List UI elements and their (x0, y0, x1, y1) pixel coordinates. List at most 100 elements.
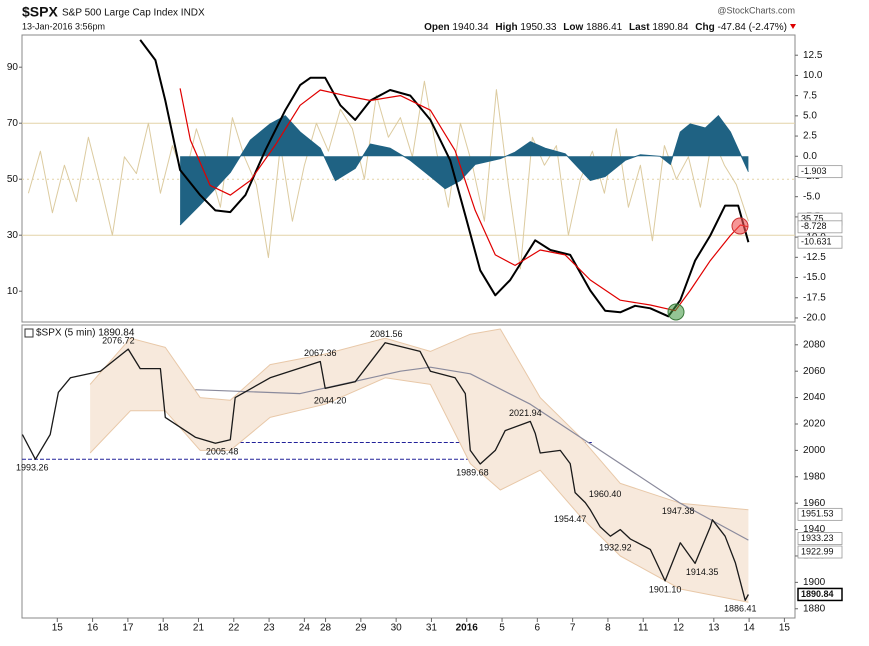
price-annotation: 1886.41 (724, 604, 757, 614)
chg: -47.84 (-2.47%) (718, 22, 787, 33)
last-value-box (797, 545, 843, 559)
price-annotation: 1901.10 (649, 584, 682, 594)
y2-tick-label: -5.0 (803, 191, 821, 202)
index-name: S&P 500 Large Cap Index INDX (62, 8, 205, 19)
low: 1886.41 (586, 22, 623, 33)
x-tick-label: 11 (638, 623, 649, 634)
last-value-box (797, 235, 843, 249)
series-line (139, 39, 750, 318)
x-tick-label: 6 (535, 623, 541, 634)
buy-signal (667, 303, 685, 321)
last-value-label: 35.75 (801, 213, 824, 223)
price-annotation: 1954.47 (554, 514, 587, 524)
down-arrow (790, 24, 796, 29)
last-label: Last (629, 22, 650, 33)
date: 13-Jan-2016 3:56pm (22, 21, 105, 31)
y2-tick-label: -15.0 (803, 272, 826, 283)
low-label: Low (563, 22, 583, 33)
price-annotation: 2076.72 (102, 336, 135, 346)
y2-tick-label: 10.0 (803, 70, 823, 81)
last-value-label: -8.728 (801, 221, 827, 231)
x-tick-label: 23 (264, 623, 276, 634)
y2-tick-label: 12.5 (803, 50, 823, 61)
price-title: $SPX (5 min) 1890.84 (36, 328, 135, 339)
source: @StockCharts.com (717, 5, 795, 15)
last-value-label: 1890.84 (801, 589, 834, 599)
y-tick-label: 1880 (803, 603, 826, 614)
high-label: High (495, 22, 517, 33)
y-tick-label: 70 (7, 118, 19, 129)
last-value-label: 1933.23 (801, 533, 834, 543)
y2-tick-label: 0.0 (803, 151, 817, 162)
last-value-label: 1951.53 (801, 509, 834, 519)
y-tick-label: 2000 (803, 445, 826, 456)
x-tick-label: 8 (605, 623, 611, 634)
price-annotation: 2067.36 (304, 348, 337, 358)
y2-tick-label: -17.5 (803, 292, 826, 303)
y-tick-label: 1980 (803, 471, 826, 482)
x-tick-label: 15 (779, 623, 791, 634)
band-line (89, 377, 749, 603)
y-tick-label: 1900 (803, 577, 826, 588)
price-annotation: 2021.94 (509, 408, 542, 418)
series-line (22, 342, 749, 601)
y-tick-label: 90 (7, 62, 19, 73)
y2-tick-label: 7.5 (803, 90, 817, 101)
sell-signal (731, 217, 749, 235)
y2-tick-label: 2.5 (803, 131, 817, 142)
price-annotation: 1989.68 (456, 467, 489, 477)
price-annotation: 2081.56 (370, 329, 403, 339)
y-tick-label: 2020 (803, 419, 826, 430)
top-panel (21, 34, 796, 323)
y-tick-label: 2040 (803, 392, 826, 403)
last-value-label: -1.903 (801, 166, 827, 176)
series-line (27, 80, 749, 270)
x-tick-label: 22 (228, 623, 240, 634)
high: 1950.33 (520, 22, 557, 33)
price-annotation: 2044.20 (314, 395, 347, 405)
x-tick-label: 29 (355, 623, 367, 634)
price-annotation: 2005.48 (206, 447, 239, 457)
band-line (89, 328, 749, 511)
x-tick-label: 2016 (456, 623, 479, 634)
x-tick-label: 16 (87, 623, 99, 634)
panel (22, 39, 795, 318)
y2-tick-label: 5.0 (803, 110, 817, 121)
x-tick-label: 24 (299, 623, 311, 634)
open: 1940.34 (452, 22, 489, 33)
price-annotation: 1947.38 (662, 506, 695, 516)
x-tick-label: 31 (426, 623, 438, 634)
chg-label: Chg (695, 22, 714, 33)
x-tick-label: 21 (193, 623, 205, 634)
ohlc: Open 1940.34 High 1950.33 Low 1886.41 La… (424, 22, 787, 33)
last-value-box (797, 587, 843, 602)
open-label: Open (424, 22, 450, 33)
last-value-label: 1922.99 (801, 546, 834, 556)
last: 1890.84 (652, 22, 689, 33)
price-annotation: 1932.92 (599, 542, 632, 552)
x-tick-label: 17 (122, 623, 134, 634)
last-value-box (797, 532, 843, 545)
x-tick-label: 12 (673, 623, 685, 634)
last-value-box (797, 220, 843, 234)
panel (22, 328, 749, 603)
y-tick-label: 2060 (803, 366, 826, 377)
y-tick-label: 30 (7, 230, 19, 241)
x-tick-label: 5 (499, 623, 505, 634)
y-tick-label: 50 (7, 174, 19, 185)
y-tick-label: 1940 (803, 524, 826, 535)
x-tick-label: 30 (391, 623, 403, 634)
y-tick-label: 10 (7, 286, 19, 297)
y-tick-label: 1960 (803, 498, 826, 509)
price-annotation: 1960.40 (589, 489, 622, 499)
x-tick-label: 13 (708, 623, 720, 634)
price-annotation: 1914.35 (686, 567, 719, 577)
price-icon (24, 328, 34, 338)
last-value-label: -10.631 (801, 237, 832, 247)
band-fill (90, 328, 749, 603)
series-line (179, 88, 749, 312)
x-tick-label: 28 (320, 623, 332, 634)
last-value-box (797, 165, 843, 179)
area-line (179, 115, 749, 226)
